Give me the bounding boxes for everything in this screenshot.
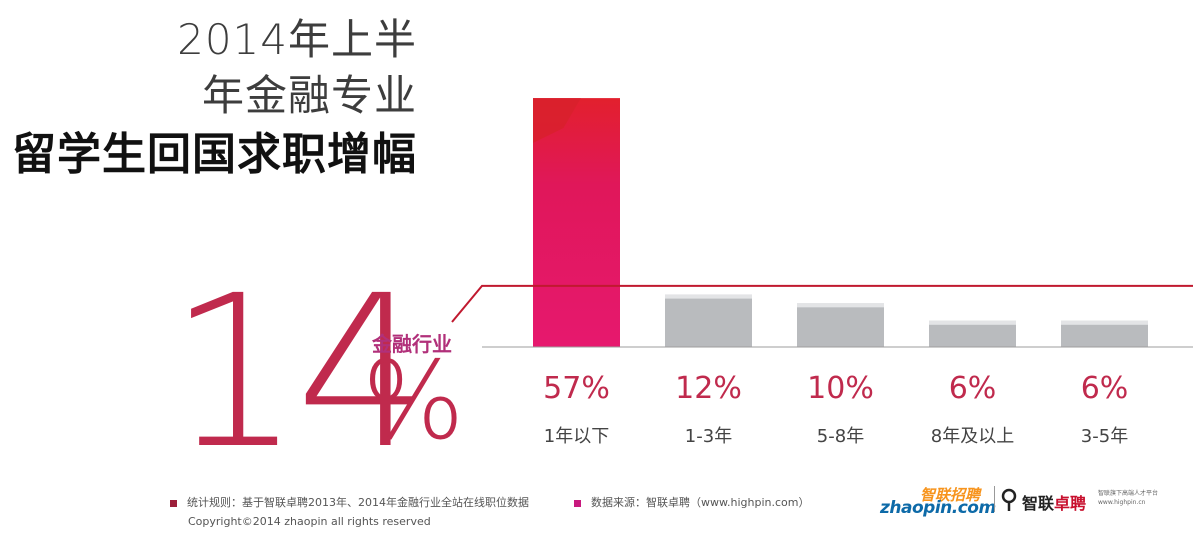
bar-highlight-edge-4 [1061,320,1148,325]
value-label-1: 12% [675,371,742,406]
copyright-text: Copyright©2014 zhaopin all rights reserv… [188,515,431,528]
highpin-tagline: 智联旗下高端人才平台 www.highpin.cn [1098,489,1158,507]
bar-facet-0 [533,98,581,143]
bars-group [482,98,1193,348]
bar-3 [929,320,1016,347]
highpin-name-b: 卓聘 [1054,494,1087,513]
highpin-logo: 智联卓聘 [1000,484,1094,516]
highpin-logo-name: 智联卓聘 [1022,490,1086,514]
bar-0 [533,98,620,347]
highpin-name-a: 智联 [1022,494,1055,513]
value-label-2: 10% [807,371,874,406]
legend-rule-text: 统计规则：基于智联卓聘2013年、2014年金融行业全站在线职位数据 [187,496,529,509]
bar-4 [1061,320,1148,347]
bar-highlight-edge-3 [929,320,1016,325]
value-label-3: 6% [949,371,997,406]
reference-line [451,284,1193,323]
category-label-4: 3-5年 [1081,426,1128,447]
zhaopin-logo: 智联招聘 zhaopin.com [880,484,996,518]
bar-highlight-edge-2 [797,303,884,308]
legend-source: 数据来源：智联卓聘（www.highpin.com） [574,494,809,510]
legend-rule-swatch [170,499,177,507]
value-label-0: 57% [543,371,610,406]
labels-group: 57% 1年以下 12% 1-3年 10% 5-8年 6% 8年及以上 6% 3-5年 [543,371,1128,447]
bar-highlight-edge-1 [665,294,752,299]
industry-label: 金融行业 [372,332,452,356]
highlight-number: 14 [168,250,429,495]
value-label-4: 6% [1081,371,1129,406]
title-line-1: 2014年上半 [177,15,417,64]
legend-source-text: 数据来源：智联卓聘（www.highpin.com） [591,496,810,509]
highlight-percent-sign: % [362,339,465,464]
zhaopin-logo-cn: 智联招聘 [920,486,981,504]
highpin-tagline-1: 智联旗下高端人才平台 [1098,490,1159,497]
bar-1 [665,294,752,347]
category-label-0: 1年以下 [544,426,609,447]
bar-2 [797,303,884,347]
category-label-2: 5-8年 [817,426,864,447]
highpin-tagline-2: www.highpin.cn [1098,499,1146,506]
legend-rule: 统计规则：基于智联卓聘2013年、2014年金融行业全站在线职位数据 [170,494,529,510]
title-line-2: 年金融专业 [201,71,417,120]
connector-line [451,284,1193,323]
logo-divider [994,486,995,512]
category-label-1: 1-3年 [685,426,732,447]
category-label-3: 8年及以上 [931,426,1014,447]
location-pin-icon [1001,488,1017,511]
title-line-3: 留学生回国求职增幅 [12,129,417,180]
zhaopin-logo-en: zhaopin.com [880,498,996,518]
legend-source-swatch [574,499,581,507]
